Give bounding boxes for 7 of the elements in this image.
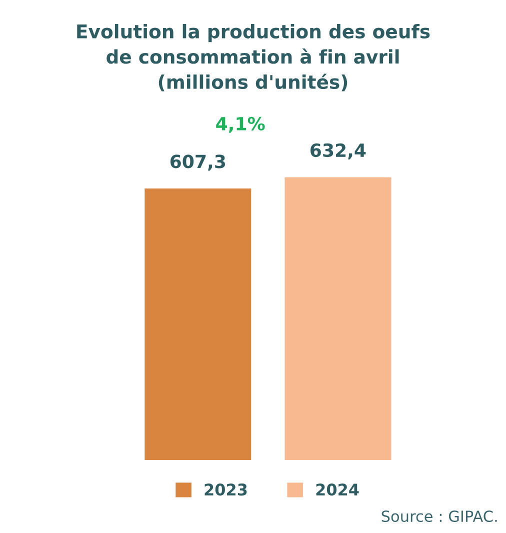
source-note: Source : GIPAC.	[382, 510, 497, 522]
text: 4,1%	[216, 116, 265, 133]
legend-label: 2024	[316, 484, 359, 496]
legend-label: 2023	[204, 484, 247, 496]
data-label: 607,3	[170, 154, 226, 171]
data-label: 632,4	[310, 143, 366, 160]
chart-title: Evolution la production des oeufs de consommation à fin avril (millions d'unités)	[77, 24, 430, 92]
